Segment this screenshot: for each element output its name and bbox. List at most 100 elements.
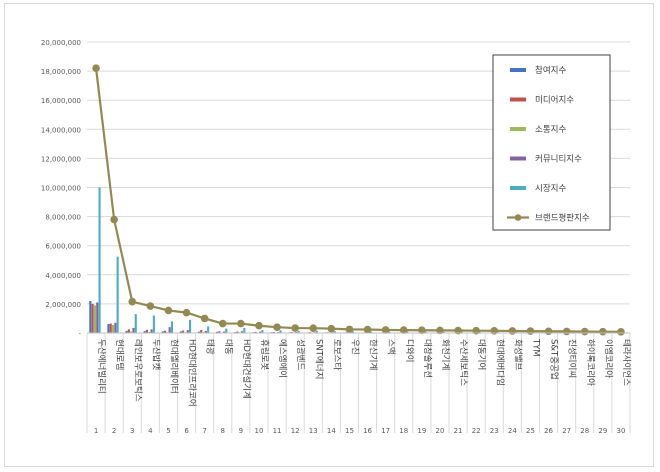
legend-swatch xyxy=(510,97,526,102)
bar xyxy=(132,327,135,333)
legend-swatch xyxy=(510,186,526,190)
bar xyxy=(254,331,257,333)
x-tick-label: 한신기계 xyxy=(368,339,379,370)
x-tick-label: 현대로템 xyxy=(114,339,125,370)
x-tick-label: 화천기계 xyxy=(440,339,451,370)
line-point xyxy=(128,297,137,306)
x-index-label: 9 xyxy=(239,427,243,435)
x-tick-label: 레인보우로보틱스 xyxy=(132,339,143,402)
line-point xyxy=(436,326,444,335)
x-index-label: 16 xyxy=(363,427,372,435)
bar xyxy=(170,321,173,333)
legend-entry: 소통지수 xyxy=(535,125,566,135)
bar xyxy=(89,300,92,333)
x-index-label: 21 xyxy=(454,427,463,435)
legend-entry: 시장지수 xyxy=(535,183,566,194)
x-index-label: 12 xyxy=(291,427,300,435)
line-point xyxy=(255,321,263,330)
x-tick-label: 두산에너빌리티 xyxy=(96,339,107,394)
bar xyxy=(442,331,445,333)
bar xyxy=(351,331,354,333)
line-point xyxy=(399,326,408,334)
bar xyxy=(406,331,409,333)
legend-entry: 참여지수 xyxy=(535,65,566,76)
chart: - 2,000,000 4,000,000 6,000,000 8,000,000 10,… xyxy=(41,39,632,435)
line-point xyxy=(418,326,426,335)
line-point xyxy=(200,314,209,323)
x-tick-label: 테라사이언스 xyxy=(621,339,632,386)
bar xyxy=(236,331,239,333)
line-point xyxy=(327,324,336,333)
line-point xyxy=(580,327,589,336)
y-tick-label: 14,000,000 xyxy=(41,126,81,134)
legend-entry: 브랜드평판지수 xyxy=(535,213,590,224)
bar xyxy=(370,331,373,333)
legend-swatch xyxy=(510,127,526,131)
x-tick-label: 디와이 xyxy=(404,339,415,362)
bar xyxy=(204,330,207,333)
bar xyxy=(112,324,115,333)
bars xyxy=(89,187,626,333)
x-index-label: 23 xyxy=(490,427,499,435)
line-point xyxy=(345,325,354,334)
y-tick-label: 12,000,000 xyxy=(41,155,81,163)
x-tick-label: 태광 xyxy=(205,339,216,355)
bar xyxy=(200,329,203,333)
bar xyxy=(243,327,246,333)
x-index-label: 3 xyxy=(130,427,134,435)
x-axis: 두산에너빌리티 1 현대로템 2 레인보우로보틱스 3 두산밥캣 4 현대엘리베이터 5 HD현대인… xyxy=(86,332,632,435)
x-index-label: 14 xyxy=(327,427,336,435)
line-point xyxy=(218,319,227,328)
line-point xyxy=(92,64,100,72)
bar xyxy=(134,314,137,333)
bar xyxy=(261,330,264,333)
legend-entry: 커뮤니티지수 xyxy=(535,154,582,165)
x-index-label: 6 xyxy=(184,427,189,435)
y-tick-label: 18,000,000 xyxy=(41,68,81,76)
bar xyxy=(478,331,481,333)
y-tick-label: 8,000,000 xyxy=(45,214,81,222)
x-tick-label: 이엠코리아 xyxy=(603,339,614,378)
legend-swatch xyxy=(510,156,526,161)
x-tick-label: 스맥 xyxy=(386,339,397,355)
bar xyxy=(148,331,151,333)
line-point xyxy=(617,328,625,336)
bar xyxy=(388,331,391,333)
bar xyxy=(315,330,318,333)
line-point xyxy=(508,327,517,335)
line-point xyxy=(363,325,372,334)
bar xyxy=(161,331,164,333)
bar xyxy=(218,331,221,333)
x-tick-label: 하이록코리아 xyxy=(585,339,596,386)
x-index-label: 26 xyxy=(544,427,553,435)
x-tick-label: 두산밥캣 xyxy=(150,339,161,370)
x-tick-label: 진성티이씨 xyxy=(567,339,578,378)
bar xyxy=(96,302,99,333)
bar xyxy=(216,331,219,333)
x-tick-label: 성광벤드 xyxy=(295,339,306,370)
bar xyxy=(93,305,96,333)
x-tick-label: TYM xyxy=(530,338,540,357)
line-point xyxy=(526,327,535,335)
bar xyxy=(424,331,427,333)
x-index-label: 30 xyxy=(616,427,625,435)
x-tick-label: 대동기어 xyxy=(476,339,487,370)
chart-frame: - 2,000,000 4,000,000 6,000,000 8,000,000 10,… xyxy=(4,3,654,467)
x-index-label: 11 xyxy=(273,427,282,435)
x-tick-label: 수산세보틱스 xyxy=(458,339,469,386)
bar xyxy=(145,329,148,333)
line-point xyxy=(110,215,118,224)
line-point xyxy=(237,319,245,328)
x-index-label: 29 xyxy=(598,427,607,435)
x-tick-label: HD현대인프라코어 xyxy=(187,339,198,407)
x-index-label: 22 xyxy=(472,427,481,435)
bar xyxy=(297,330,300,333)
bar xyxy=(152,315,155,333)
bar xyxy=(91,303,94,333)
legend-swatch xyxy=(514,214,522,221)
x-tick-label: 로보스타 xyxy=(331,339,341,370)
x-index-label: 18 xyxy=(399,427,408,435)
y-tick-label: 4,000,000 xyxy=(45,272,81,280)
y-tick-label: 10,000,000 xyxy=(41,185,81,193)
y-tick-label: 6,000,000 xyxy=(45,243,81,251)
